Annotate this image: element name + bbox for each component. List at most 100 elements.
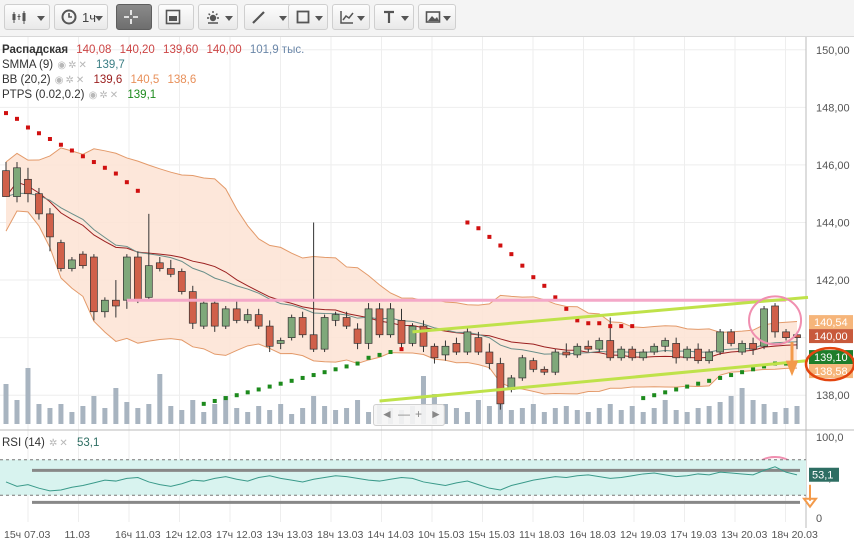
volume-bar bbox=[728, 396, 734, 424]
psar-dot bbox=[289, 378, 294, 383]
candle-body bbox=[540, 368, 549, 373]
candle bbox=[133, 251, 142, 304]
image-button[interactable] bbox=[418, 4, 456, 30]
chart-type-button[interactable] bbox=[4, 4, 50, 30]
zoom-out-button[interactable]: — bbox=[398, 407, 410, 421]
eye-icon[interactable]: ◉ bbox=[88, 90, 98, 101]
candle-body bbox=[595, 340, 604, 350]
candle bbox=[749, 337, 757, 355]
psar-dot bbox=[80, 154, 85, 159]
crosshair-button[interactable] bbox=[116, 4, 152, 30]
rsi-tag-box bbox=[809, 467, 839, 482]
volume-bar bbox=[464, 412, 470, 424]
volume-bar bbox=[695, 408, 701, 424]
price-tag-label: 139,10 bbox=[814, 352, 848, 364]
gear-icon[interactable]: ✲ bbox=[68, 60, 77, 71]
volume-bar bbox=[684, 412, 690, 424]
psar-dot bbox=[223, 396, 228, 401]
psar-dot bbox=[278, 381, 283, 386]
psar-dot bbox=[718, 375, 723, 380]
fullscreen-button[interactable] bbox=[158, 4, 194, 30]
indicators-button[interactable] bbox=[332, 4, 370, 30]
candle bbox=[331, 311, 340, 327]
smma-value: 139,7 bbox=[96, 59, 125, 71]
candle bbox=[177, 268, 186, 295]
candle bbox=[320, 314, 329, 353]
candle bbox=[463, 326, 472, 355]
candle bbox=[35, 187, 43, 220]
close-icon[interactable]: ✕ bbox=[75, 75, 85, 86]
volume-bar bbox=[618, 410, 624, 424]
time-tick-label: 18ч 20.03 bbox=[772, 529, 819, 541]
high-value: 140,20 bbox=[119, 44, 155, 56]
volume-bar bbox=[234, 408, 240, 424]
theme-button[interactable] bbox=[198, 4, 238, 30]
low-value: 139,60 bbox=[163, 44, 199, 56]
candle bbox=[90, 254, 98, 321]
psar-dot bbox=[256, 387, 261, 392]
volume-bar bbox=[80, 406, 86, 424]
text-button[interactable] bbox=[374, 4, 414, 30]
rsi-tick-label: 0 bbox=[816, 513, 822, 525]
gear-icon[interactable]: ✲ bbox=[49, 438, 58, 449]
candle bbox=[551, 349, 560, 376]
candle bbox=[419, 320, 428, 353]
square-icon bbox=[296, 10, 310, 24]
zoom-in-button[interactable]: + bbox=[415, 407, 423, 421]
candle bbox=[112, 280, 120, 318]
volume-bar bbox=[179, 410, 185, 424]
candle-body bbox=[112, 299, 120, 307]
candle-body bbox=[617, 348, 626, 359]
close-icon[interactable]: ✕ bbox=[59, 438, 68, 449]
candle-body bbox=[760, 308, 768, 347]
psar-dot bbox=[135, 188, 140, 193]
eye-icon[interactable]: ◉ bbox=[57, 60, 67, 71]
close-icon[interactable]: ✕ bbox=[109, 90, 119, 101]
candle bbox=[79, 251, 87, 269]
psar-dot bbox=[355, 361, 360, 366]
rsi-value: 53,1 bbox=[77, 437, 100, 449]
volume-bar bbox=[91, 396, 97, 424]
ptps-label: PTPS (0.02,0.2) bbox=[2, 89, 85, 101]
eye-icon[interactable]: ◉ bbox=[54, 75, 64, 86]
price-chart[interactable]: 150,00 148,00 146,00 144,00 142,00 140,00 138,… bbox=[0, 37, 854, 543]
psar-dot bbox=[212, 398, 217, 403]
gear-icon[interactable]: ✲ bbox=[65, 75, 74, 86]
candle-body bbox=[79, 253, 87, 267]
price-tag: 138,58 bbox=[809, 364, 853, 379]
volume-bar bbox=[168, 406, 174, 424]
candle-body bbox=[573, 345, 582, 356]
volume-bar bbox=[223, 396, 229, 424]
candle-body bbox=[57, 242, 65, 269]
psar-dots bbox=[4, 111, 789, 406]
bollinger-lower-line bbox=[5, 210, 798, 395]
psar-dot bbox=[674, 387, 679, 392]
candle-body bbox=[375, 308, 384, 336]
chart-navigator[interactable]: ◄ — + ► bbox=[373, 404, 445, 426]
psar-dot bbox=[652, 393, 657, 398]
candle bbox=[24, 167, 32, 203]
candle-body bbox=[254, 314, 263, 327]
drawing-button[interactable] bbox=[244, 4, 292, 30]
time-tick-label: 17ч 12.03 bbox=[216, 529, 263, 541]
psar-dot bbox=[58, 142, 63, 147]
candle-body bbox=[90, 256, 98, 313]
candle-body bbox=[694, 348, 702, 362]
shapes-button[interactable] bbox=[288, 4, 328, 30]
candle-body bbox=[397, 320, 406, 344]
interval-button[interactable]: 1ч bbox=[54, 4, 108, 30]
scroll-right-button[interactable]: ► bbox=[430, 407, 442, 421]
volume-bar bbox=[420, 376, 426, 424]
time-tick-label: 18ч 13.03 bbox=[317, 529, 364, 541]
candle bbox=[188, 285, 197, 329]
volume-bar bbox=[750, 400, 756, 424]
close-icon[interactable]: ✕ bbox=[78, 60, 87, 71]
gear-icon[interactable]: ✲ bbox=[99, 90, 108, 101]
scroll-left-button[interactable]: ◄ bbox=[381, 407, 393, 421]
volume-bar bbox=[190, 400, 196, 424]
candle-body bbox=[463, 331, 472, 353]
candle bbox=[628, 346, 637, 361]
psar-dot bbox=[762, 364, 767, 369]
bollinger-band-fill bbox=[6, 147, 798, 394]
candle-body bbox=[155, 262, 164, 269]
